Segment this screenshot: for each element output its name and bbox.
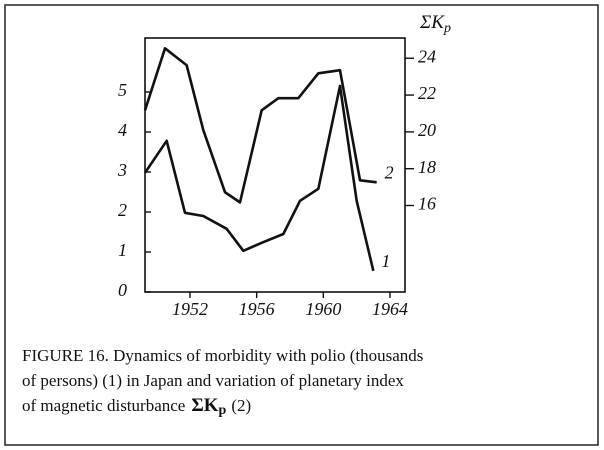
series-line <box>143 47 377 204</box>
caption-text: of magnetic disturbance <box>22 396 185 415</box>
x-tick-label: 1952 <box>172 299 208 319</box>
y2-tick-label: 16 <box>418 194 436 214</box>
y2-tick-label: 18 <box>418 157 436 177</box>
y-tick-label: 1 <box>118 240 127 260</box>
y2-label: ΣKp <box>419 12 451 36</box>
series-label: 2 <box>385 162 394 182</box>
y2-label-sub: p <box>443 21 451 36</box>
x-tick-label: 1964 <box>372 299 408 319</box>
caption-symbol: ΣK <box>191 395 218 416</box>
y-tick-label: 5 <box>118 80 127 100</box>
y2-tick-label: 24 <box>418 46 436 66</box>
y-tick-label: 0 <box>118 280 127 300</box>
x-tick-label: 1960 <box>305 299 341 319</box>
frame <box>4 4 599 446</box>
y2-tick-label: 20 <box>418 120 436 140</box>
y2-label-main: ΣK <box>419 12 445 33</box>
y2-tick-label: 22 <box>418 83 436 103</box>
x-tick-label: 1956 <box>239 299 275 319</box>
series-line <box>143 84 375 272</box>
y-tick-label: 2 <box>118 200 127 220</box>
caption-end: (2) <box>231 396 251 415</box>
caption-line: of persons) (1) in Japan and variation o… <box>22 371 404 390</box>
series-label: 1 <box>381 251 390 271</box>
y-tick-label: 3 <box>117 160 127 180</box>
plot-frame <box>144 37 406 293</box>
y-tick-label: 4 <box>118 120 127 140</box>
caption-line: of magnetic disturbance ΣKp (2) <box>22 395 251 418</box>
caption-line: FIGURE 16. Dynamics of morbidity with po… <box>22 346 423 365</box>
caption-subscript: p <box>219 403 227 418</box>
